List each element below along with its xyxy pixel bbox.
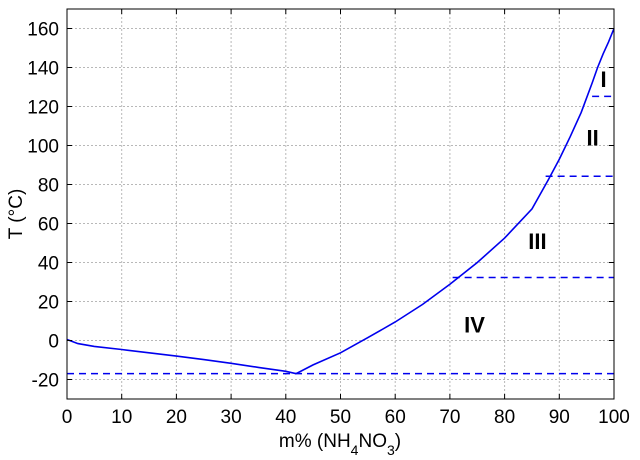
y-tick-label: 80: [38, 176, 59, 197]
y-tick-label: 20: [38, 293, 59, 314]
y-tick-label: 100: [27, 137, 59, 158]
y-tick-label: -20: [32, 371, 59, 392]
x-tick-label: 30: [221, 407, 242, 428]
x-axis-label: m% (NH4NO3): [279, 431, 401, 458]
x-tick-labels: 0 10 20 30 40 50 60 70 80 90 100: [62, 407, 630, 428]
x-tick-label: 50: [330, 407, 351, 428]
y-tick-label: 40: [38, 254, 59, 275]
region-label: II: [587, 126, 599, 151]
x-tick-label: 80: [494, 407, 515, 428]
x-tick-label: 0: [62, 407, 73, 428]
x-tick-label: 100: [598, 407, 630, 428]
x-tick-label: 20: [166, 407, 187, 428]
x-tick-label: 40: [275, 407, 296, 428]
x-tick-label: 70: [439, 407, 460, 428]
grid: [67, 9, 614, 399]
y-axis-label: T (°C): [6, 189, 27, 240]
region-label: I: [601, 67, 607, 92]
region-label: III: [528, 229, 546, 254]
y-tick-label: 160: [27, 20, 59, 41]
y-tick-label: 0: [48, 332, 59, 353]
x-tick-label: 60: [385, 407, 406, 428]
y-tick-label: 120: [27, 98, 59, 119]
curve-layer: [66, 28, 615, 375]
y-tick-label: 60: [38, 215, 59, 236]
y-tick-labels: -20 0 20 40 60 80 100 120 140 160: [27, 20, 59, 392]
x-tick-label: 10: [111, 407, 132, 428]
phase-boundary-lines: [67, 95, 614, 375]
tick-marks: [66, 9, 615, 399]
x-tick-label: 90: [549, 407, 570, 428]
liquidus-curve: [66, 28, 615, 375]
region-label: IV: [464, 313, 485, 338]
y-tick-label: 140: [27, 59, 59, 80]
